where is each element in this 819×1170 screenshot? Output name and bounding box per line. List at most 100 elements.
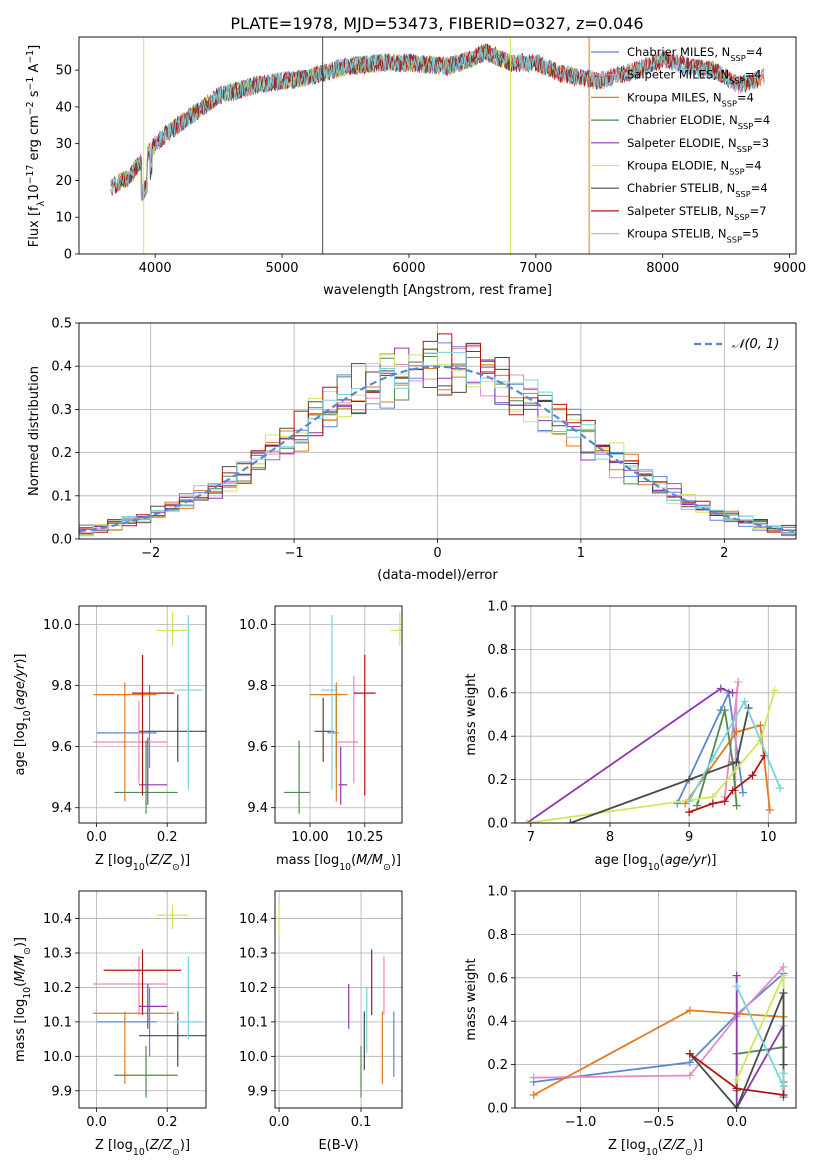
massweight-lines <box>529 962 788 1108</box>
massweight-line-4 <box>735 975 785 1108</box>
axes-frame <box>78 605 207 824</box>
massweight-line-1 <box>533 966 785 1079</box>
panel-massweight-vs-metallicity: −1.0 −0.5 0.0 0.0 0.2 0.4 0.6 0.8 1.0 Z [log10(Z/… <box>464 885 797 1158</box>
x-axis-label: Z [log10(Z/Z⊙)] <box>608 1138 703 1158</box>
massweight-marker <box>685 775 694 784</box>
y-axis-label: Normed distribution <box>27 366 42 496</box>
y-tick-label: 40 <box>55 100 72 115</box>
x-tick-label: 8000 <box>646 261 679 276</box>
massweight-marker <box>728 786 737 795</box>
axes-frame <box>274 890 403 1109</box>
x-tick-label: −0.5 <box>643 1115 675 1130</box>
massweight-line-3 <box>735 1046 785 1091</box>
x-axis-label: Z [log10(Z/Z⊙)] <box>95 1138 190 1158</box>
y-tick-label: 9.6 <box>247 740 268 755</box>
x-tick-label: 10.25 <box>346 830 383 845</box>
massweight-marker <box>673 799 682 808</box>
x-tick-label: 0.0 <box>726 1115 747 1130</box>
x-tick-label: 6000 <box>392 261 425 276</box>
axes-frame <box>274 605 403 824</box>
x-tick-label: 0.1 <box>351 1115 372 1130</box>
y-tick-label: 0.4 <box>487 730 508 745</box>
massweight-marker <box>776 784 785 793</box>
y-tick-label: 0.8 <box>487 928 508 943</box>
massweight-line-5 <box>526 690 776 823</box>
x-tick-label: 2 <box>720 546 728 561</box>
y-tick-label: 9.9 <box>247 1084 268 1099</box>
legend-label: Kroupa ELODIE, NSSP=4 <box>627 159 762 177</box>
massweight-line-8 <box>688 699 782 802</box>
axes-frame <box>78 36 797 255</box>
y-tick-label: 1.0 <box>487 885 508 900</box>
y-tick-label: 0.2 <box>51 446 72 461</box>
x-axis-label: mass [log10(M/M⊙)] <box>276 853 401 873</box>
massweight-marker <box>685 808 694 817</box>
panel-massweight-vs-age: 7 8 9 10 0.0 0.2 0.4 0.6 0.8 1.0 age [log10(age/yr… <box>464 600 797 873</box>
y-tick-label: 10.4 <box>239 912 268 927</box>
massweight-marker <box>732 1075 741 1084</box>
x-tick-label: 0.2 <box>157 830 178 845</box>
massweight-marker <box>779 1069 788 1078</box>
massweight-line-7 <box>689 1053 785 1097</box>
massweight-lines <box>522 677 785 823</box>
y-tick-label: 9.9 <box>51 1084 72 1099</box>
y-tick-label: 0.6 <box>487 686 508 701</box>
massweight-marker <box>732 1084 741 1093</box>
massweight-marker <box>720 706 729 715</box>
y-tick-label: 10.0 <box>43 618 72 633</box>
massweight-line-6 <box>570 707 750 823</box>
massweight-marker <box>765 805 774 814</box>
y-axis-label: mass weight <box>464 673 479 755</box>
y-axis-label: age [log10(age/yr)] <box>13 653 33 775</box>
legend-label: Kroupa STELIB, NSSP=5 <box>627 227 759 245</box>
y-tick-label: 10.0 <box>239 1050 268 1065</box>
y-tick-label: 0.1 <box>51 489 72 504</box>
massweight-marker <box>740 697 749 706</box>
y-tick-label: 9.8 <box>51 679 72 694</box>
legend-label: Chabrier MILES, NSSP=4 <box>627 45 763 63</box>
y-tick-label: 9.4 <box>247 801 268 816</box>
y-tick-label: 10.1 <box>239 1015 268 1030</box>
x-tick-label: −1.0 <box>565 1115 597 1130</box>
y-tick-label: 10.3 <box>239 947 268 962</box>
legend-label: Salpeter STELIB, NSSP=7 <box>627 204 767 222</box>
massweight-marker <box>779 1090 788 1099</box>
y-tick-label: 10.2 <box>43 981 72 996</box>
x-axis-label: wavelength [Angstrom, rest frame] <box>323 283 552 298</box>
x-tick-label: 9 <box>685 830 693 845</box>
y-tick-label: 0.2 <box>487 1058 508 1073</box>
massweight-marker <box>732 971 741 980</box>
y-tick-label: 0.3 <box>51 403 72 418</box>
x-tick-label: 7000 <box>519 261 552 276</box>
y-axis-label: mass [log10(M/M⊙)] <box>13 937 33 1062</box>
massweight-marker <box>685 1006 694 1015</box>
x-tick-label: −2 <box>141 546 160 561</box>
axes-frame <box>514 890 797 1109</box>
panel-age-vs-metallicity: 0.0 0.2 9.4 9.6 9.8 10.0 Z [log10(Z/Z⊙)] age [l… <box>13 605 207 873</box>
y-tick-label: 0.4 <box>51 360 72 375</box>
massweight-marker <box>566 819 575 823</box>
legend-label: Chabrier STELIB, NSSP=4 <box>627 181 768 199</box>
legend-label: Salpeter ELODIE, NSSP=3 <box>627 136 769 154</box>
y-tick-label: 0.5 <box>51 317 72 332</box>
x-axis-label: Z [log10(Z/Z⊙)] <box>95 853 190 873</box>
x-tick-label: 0.0 <box>269 1115 290 1130</box>
massweight-marker <box>779 962 788 971</box>
massweight-marker <box>685 1049 694 1058</box>
massweight-marker <box>685 797 694 806</box>
legend-label: Kroupa MILES, NSSP=4 <box>627 90 754 108</box>
massweight-line-6 <box>689 992 785 1108</box>
legend: Chabrier MILES, NSSP=4 Salpeter MILES, NS… <box>591 45 770 245</box>
panel-residuals: −2 −1 0 1 2 0.0 0.1 0.2 0.3 0.4 0.5 (data-model)/er… <box>27 317 797 583</box>
axes-frame <box>78 890 207 1109</box>
massweight-marker <box>732 1104 741 1108</box>
massweight-line-4 <box>526 687 734 823</box>
y-axis-label: Flux [fλ10−17 erg cm−2 s−1 A−1] <box>25 45 47 247</box>
massweight-marker <box>708 753 717 762</box>
massweight-marker <box>732 758 741 767</box>
massweight-marker <box>732 982 741 991</box>
x-tick-label: 9000 <box>773 261 806 276</box>
figure-title: PLATE=1978, MJD=53473, FIBERID=0327, z=0… <box>230 14 643 33</box>
y-tick-label: 10.0 <box>239 618 268 633</box>
